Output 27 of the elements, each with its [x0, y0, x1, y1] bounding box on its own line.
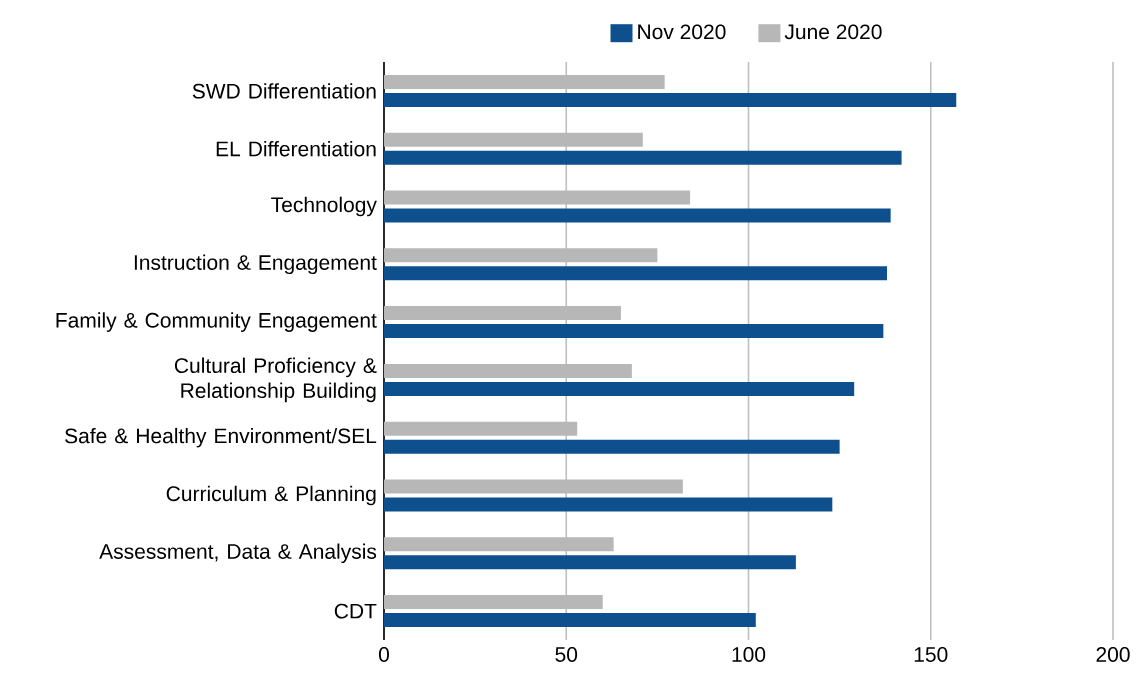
bar [384, 92, 957, 107]
bar [384, 324, 884, 339]
bar [384, 266, 888, 281]
y-tick-label: Family & Community Engagement [56, 312, 377, 332]
y-tick-label: Safe & Healthy Environment/SEL [65, 427, 377, 448]
y-tick-label: Instruction & Engagement [134, 254, 377, 275]
bar [384, 439, 840, 454]
bar [384, 381, 855, 396]
y-tick-label: Assessment, Data & Analysis [99, 543, 377, 564]
bar [384, 150, 902, 165]
bar [384, 613, 756, 628]
bar [384, 208, 891, 223]
legend-label: Nov 2020 [638, 24, 726, 40]
x-tick-label: 50 [555, 647, 578, 662]
bar [384, 497, 833, 512]
y-tick-label: Cultural Proficiency & Relationship Building [174, 357, 377, 403]
y-tick-label: Technology [271, 196, 377, 217]
legend-label: June 2020 [784, 24, 882, 40]
x-tick-label: 150 [914, 647, 948, 662]
y-tick-label: EL Differentiation [216, 140, 376, 157]
x-tick-label: 0 [378, 647, 390, 662]
y-tick-label: SWD Differentiation [192, 83, 376, 99]
y-tick-label: Curriculum & Planning [166, 485, 376, 506]
y-tick-label: CDT [334, 603, 377, 619]
bar [384, 555, 796, 570]
x-tick-label: 200 [1096, 647, 1130, 662]
x-tick-label: 100 [732, 647, 766, 662]
